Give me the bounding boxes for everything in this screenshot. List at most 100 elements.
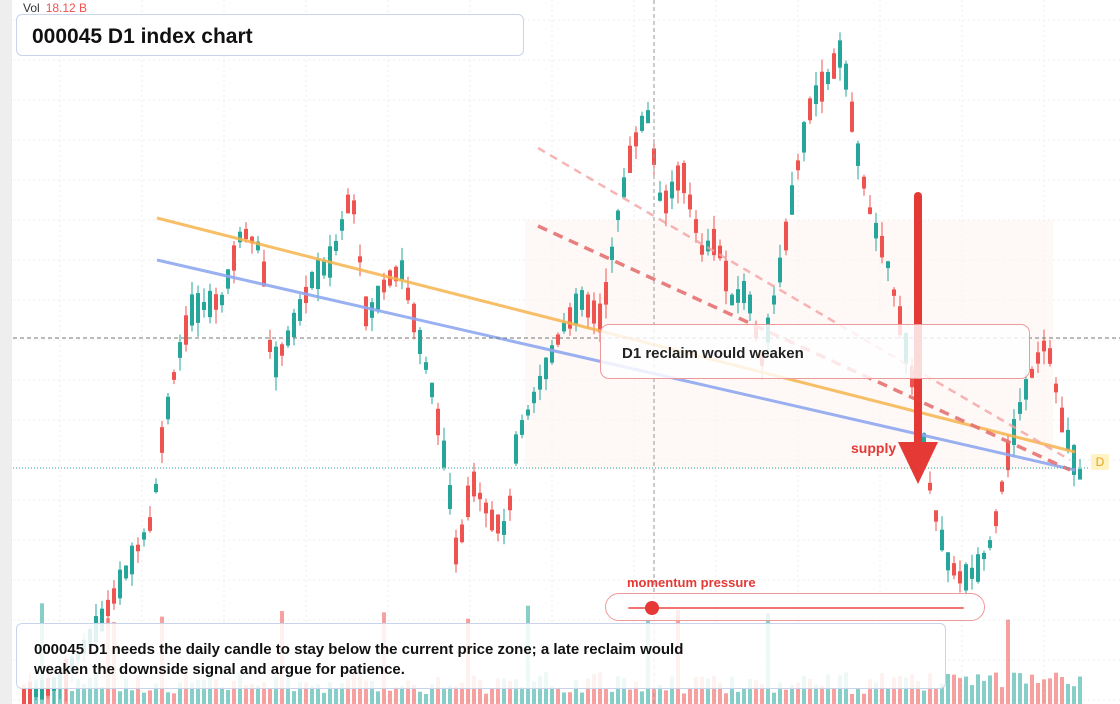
candle-body — [730, 294, 734, 306]
candle-body — [478, 492, 482, 500]
volume-bar — [244, 685, 248, 704]
momentum-track — [628, 607, 964, 609]
volume-bar — [568, 692, 572, 704]
candle-body — [22, 688, 26, 704]
left-scale-edge — [0, 0, 12, 704]
volume-bar — [166, 692, 170, 704]
candle-body — [202, 302, 206, 310]
candle-body — [1018, 402, 1022, 414]
volume-bar — [292, 691, 296, 704]
candle-body — [238, 231, 242, 243]
volume-bar — [940, 683, 944, 704]
candle-body — [346, 194, 350, 214]
volume-bar — [850, 693, 854, 704]
candle-body — [562, 322, 566, 332]
volume-bar — [826, 674, 830, 704]
candle-body — [988, 540, 992, 548]
volume-bar — [628, 689, 632, 704]
supply-arrow[interactable] — [898, 192, 938, 484]
volume-bar — [982, 680, 986, 704]
volume-bar — [772, 692, 776, 704]
candle-body — [676, 165, 680, 191]
volume-bar — [76, 679, 80, 704]
volume-bar — [358, 675, 362, 704]
candle-body — [1024, 379, 1028, 400]
volume-bar — [658, 684, 662, 704]
candle-body — [142, 532, 146, 540]
candle-body — [1072, 445, 1076, 475]
volume-bar — [370, 680, 374, 704]
candle-body — [646, 110, 650, 124]
candle-body — [454, 537, 458, 565]
candle-body — [484, 502, 488, 514]
momentum-meter[interactable] — [605, 593, 985, 621]
volume-bar — [1054, 672, 1058, 704]
volume-bar — [496, 678, 500, 704]
volume-bar — [340, 683, 344, 704]
candle-body — [496, 514, 500, 534]
candle-body — [130, 545, 134, 575]
volume-bar — [1072, 686, 1076, 704]
dashed-channel-upper[interactable] — [537, 146, 1071, 462]
volume-bar — [268, 688, 272, 704]
candle-body — [154, 483, 158, 493]
volume-bar — [886, 688, 890, 704]
volume-bar — [178, 682, 182, 704]
candle-body — [1060, 407, 1064, 433]
candle-body — [718, 245, 722, 259]
candle-body — [784, 221, 788, 251]
analysis-note-card: 000045 D1 needs the daily candle to stay… — [16, 623, 946, 689]
volume-bar — [832, 688, 836, 704]
volume-bar — [682, 693, 686, 704]
volume-bar — [604, 688, 608, 704]
volume-bar — [1078, 676, 1082, 704]
timeframe-badge[interactable]: D — [1091, 454, 1109, 470]
candle-body — [196, 293, 200, 323]
momentum-knob[interactable] — [644, 601, 659, 615]
candle-body — [244, 228, 248, 240]
candle-body — [640, 115, 644, 131]
volume-bar — [1012, 672, 1016, 704]
candle-body — [946, 552, 950, 571]
candle-body — [868, 207, 872, 214]
volume-bar — [130, 690, 134, 704]
candle-body — [262, 261, 266, 287]
candle-body — [166, 396, 170, 420]
volume-bar — [376, 691, 380, 704]
candle-body — [658, 192, 662, 201]
volume-bar — [520, 687, 524, 704]
candle-body — [664, 190, 668, 214]
candle-body — [322, 260, 326, 276]
volume-bar — [298, 681, 302, 704]
reclaim-callout[interactable]: D1 reclaim would weaken — [600, 324, 1030, 379]
volume-bar — [232, 680, 236, 704]
volume-bar — [1060, 677, 1064, 704]
candle-body — [982, 552, 986, 560]
volume-bar — [82, 684, 86, 704]
volume-bar — [856, 688, 860, 704]
volume-bar — [436, 677, 440, 704]
volume-bar — [958, 677, 962, 704]
candle-body — [472, 471, 476, 497]
volume-bar — [154, 683, 158, 704]
candle-body — [1000, 481, 1004, 492]
reclaim-callout-text: D1 reclaim would weaken — [622, 345, 804, 362]
volume-bar — [100, 686, 104, 704]
candle-body — [292, 312, 296, 338]
candle-body — [466, 485, 470, 518]
candle-body — [532, 391, 536, 404]
volume-bar — [502, 678, 506, 704]
candle-body — [256, 241, 260, 251]
candle-body — [508, 495, 512, 511]
volume-bar — [550, 686, 554, 704]
volume-bar — [910, 674, 914, 704]
candle-body — [112, 588, 116, 604]
volume-bar — [754, 680, 758, 704]
volume-bar — [610, 691, 614, 704]
candle-body — [376, 285, 380, 311]
candle-body — [700, 245, 704, 255]
volume-bar — [334, 688, 338, 704]
candle-body — [352, 200, 356, 215]
volume-bar — [1006, 619, 1010, 704]
volume-bar — [802, 675, 806, 704]
